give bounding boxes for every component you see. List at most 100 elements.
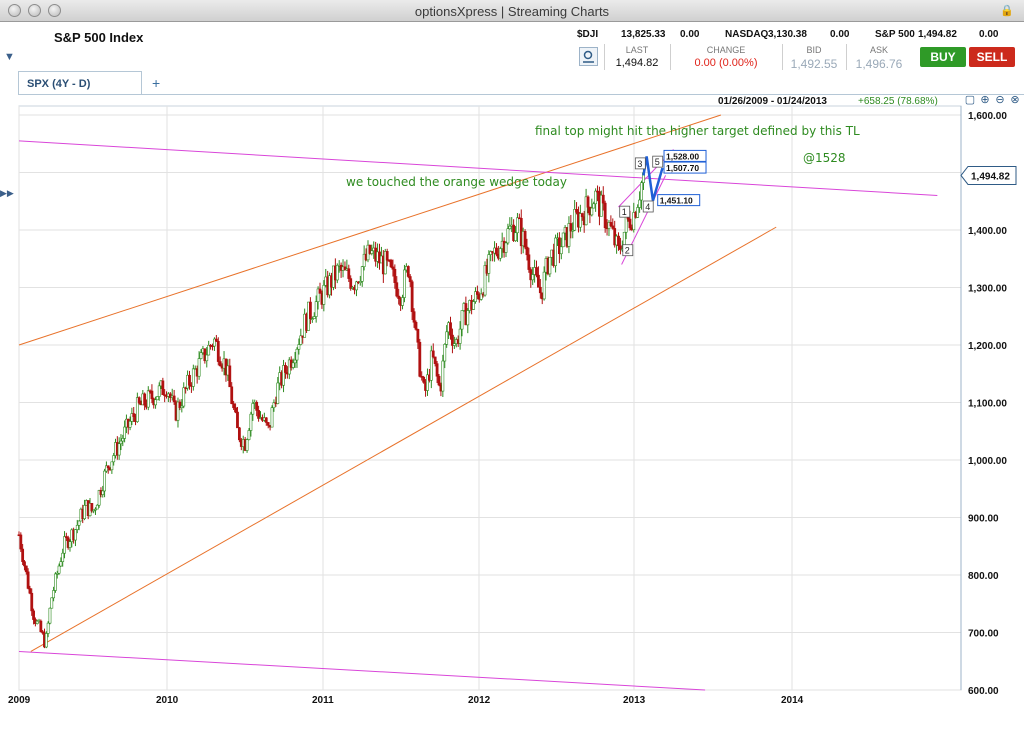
candle-body <box>571 229 575 232</box>
tab-spx[interactable]: SPX (4Y - D) <box>18 71 142 95</box>
candle-body <box>360 266 364 282</box>
y-tick-label: 1,300.00 <box>968 284 1007 295</box>
y-tick-label: 1,200.00 <box>968 341 1007 352</box>
window-title: optionsXpress | Streaming Charts <box>414 4 610 19</box>
candle-body <box>590 207 594 216</box>
trendline <box>30 226 777 652</box>
candle-body <box>284 365 287 373</box>
candle-body <box>383 251 387 275</box>
candle-body <box>39 620 43 633</box>
minimize-window-button[interactable] <box>28 4 41 17</box>
candle-body <box>527 254 531 270</box>
candle-body <box>458 328 462 344</box>
candle-body <box>52 590 55 599</box>
candle-body <box>35 620 39 624</box>
candle-body <box>270 407 274 428</box>
candle-body <box>247 430 251 440</box>
candle-body <box>475 291 479 295</box>
period-change: +658.25 (78.68%) <box>858 96 938 107</box>
tab-spx-label: SPX (4Y - D) <box>27 78 91 90</box>
candle-body <box>205 354 209 362</box>
y-tick-label: 600.00 <box>968 686 999 697</box>
candle-body <box>68 541 72 548</box>
price-callout-box <box>657 194 701 207</box>
last-label: LAST <box>625 45 649 55</box>
candle-body <box>191 368 195 387</box>
price-callout-box <box>663 149 707 162</box>
candle-body <box>389 259 393 268</box>
candle-body <box>322 284 326 305</box>
candle-body <box>472 301 475 310</box>
candle-body <box>130 413 134 422</box>
candle-body <box>393 268 397 283</box>
wave-label: 4 <box>645 202 650 212</box>
candle-body <box>443 344 447 362</box>
trendline <box>18 140 938 196</box>
candle-body <box>146 390 150 408</box>
candle-body <box>44 633 48 648</box>
candle-body <box>636 207 640 218</box>
candle-body <box>75 524 79 530</box>
candle-body <box>32 610 35 620</box>
candle-body <box>264 417 268 423</box>
zoom-out-icon[interactable]: ⊖ <box>995 94 1005 106</box>
candle-body <box>28 588 32 594</box>
chart-settings-icon[interactable] <box>579 47 598 66</box>
y-tick-label: 1,600.00 <box>968 111 1007 122</box>
candle-body <box>586 196 590 208</box>
candle-body <box>266 422 270 426</box>
candle-body <box>397 295 401 299</box>
ticker-nasdaq-value: 3,130.38 <box>768 29 807 40</box>
add-tab-button[interactable]: + <box>152 75 161 91</box>
candle-body <box>310 318 314 320</box>
x-tick-label: 2014 <box>781 695 804 706</box>
candle-body <box>74 529 77 541</box>
y-tick-label: 1,100.00 <box>968 399 1007 410</box>
expand-left-icon[interactable]: ▶▶ <box>0 188 14 198</box>
index-title: S&P 500 Index <box>54 30 144 45</box>
close-window-button[interactable] <box>8 4 21 17</box>
zoom-window-button[interactable] <box>48 4 61 17</box>
candle-body <box>213 338 216 347</box>
collapse-arrow-icon[interactable]: ▼ <box>4 51 15 63</box>
change-label: CHANGE <box>706 45 746 55</box>
candle-body <box>50 597 54 609</box>
candle-body <box>416 329 420 343</box>
candle-body <box>349 278 353 289</box>
candle-body <box>632 212 636 231</box>
sell-button[interactable]: SELL <box>969 47 1015 67</box>
candle-body <box>318 288 322 294</box>
candle-body <box>335 264 339 281</box>
candle-body <box>435 363 439 377</box>
candle-body <box>506 228 510 244</box>
candle-body <box>619 245 622 250</box>
candle-body <box>21 548 25 562</box>
candle-body <box>343 266 347 271</box>
zoom-in-icon[interactable]: ⊕ <box>980 94 990 106</box>
candle-body <box>316 288 320 302</box>
price-callout-label: 1,507.70 <box>666 163 699 173</box>
candle-body <box>234 407 237 413</box>
candle-body <box>103 470 106 492</box>
candle-body <box>474 291 477 302</box>
buy-button[interactable]: BUY <box>920 47 966 67</box>
x-tick-label: 2011 <box>312 695 334 706</box>
candle-body <box>188 374 191 386</box>
candle-body <box>123 426 127 439</box>
candle-body <box>137 397 141 404</box>
quote-header <box>0 22 1024 74</box>
wave-label: 5 <box>655 157 660 167</box>
candle-body <box>412 311 416 323</box>
candle-body <box>312 316 316 319</box>
candle-body <box>422 376 426 383</box>
fit-icon[interactable]: ▢ <box>964 94 976 106</box>
candle-body <box>48 607 52 624</box>
candle-body <box>128 421 132 428</box>
candle-body <box>385 251 389 261</box>
candle-body <box>143 393 147 406</box>
price-callout-label: 1,451.10 <box>660 196 693 206</box>
candle-body <box>429 350 433 381</box>
candle-body <box>121 438 125 442</box>
zoom-reset-icon[interactable]: ⊗ <box>1010 94 1020 106</box>
